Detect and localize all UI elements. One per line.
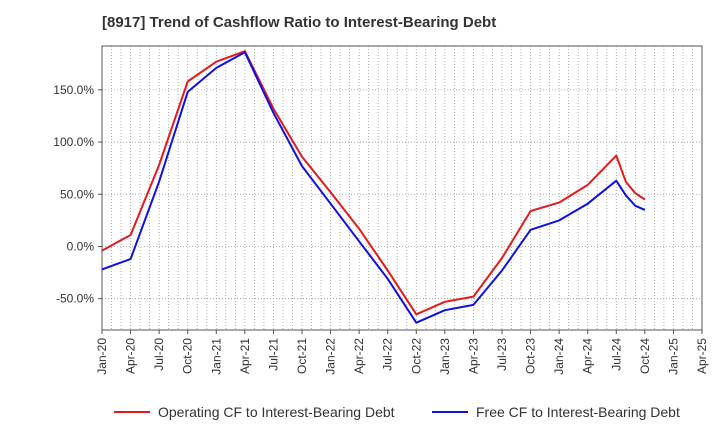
x-tick-label: Oct-22: [409, 338, 423, 374]
series-line-operating-cf: [101, 50, 646, 316]
series-line-free-cf: [101, 51, 646, 324]
x-tick-label: Jul-23: [495, 338, 509, 371]
x-tick-label: Oct-21: [295, 338, 309, 374]
x-tick-label: Apr-25: [695, 338, 709, 374]
x-tick-label: Jan-25: [666, 338, 680, 375]
legend: Operating CF to Interest-Bearing Debt Fr…: [0, 404, 720, 426]
y-tick-label: 100.0%: [53, 135, 94, 149]
legend-swatch-free-cf: [432, 411, 468, 413]
x-tick-label: Jul-24: [609, 338, 623, 371]
x-tick-label: Jul-20: [152, 338, 166, 371]
chart-title: [8917] Trend of Cashflow Ratio to Intere…: [102, 14, 497, 31]
x-tick-label: Jul-22: [381, 338, 395, 371]
x-tick-label: Apr-21: [238, 338, 252, 374]
x-tick-label: Jan-22: [324, 338, 338, 375]
plot-frame: [101, 45, 703, 331]
legend-item-free-cf: Free CF to Interest-Bearing Debt: [432, 404, 680, 420]
y-tick-label: 50.0%: [60, 187, 94, 201]
x-tick-label: Apr-20: [124, 338, 138, 374]
legend-swatch-operating-cf: [114, 411, 150, 413]
x-tick-label: Jan-24: [552, 338, 566, 375]
x-tick-label: Jan-23: [438, 338, 452, 375]
x-tick-label: Jan-21: [209, 338, 223, 375]
x-tick-label: Jan-20: [95, 338, 109, 375]
x-tick-label: Jul-21: [266, 338, 280, 371]
legend-label-operating-cf: Operating CF to Interest-Bearing Debt: [158, 404, 395, 420]
x-tick-label: Apr-22: [352, 338, 366, 374]
y-tick-label: 0.0%: [67, 239, 95, 253]
x-tick-label: Oct-20: [181, 338, 195, 374]
x-tick-label: Oct-23: [524, 338, 538, 374]
legend-label-free-cf: Free CF to Interest-Bearing Debt: [476, 404, 680, 420]
x-tick-label: Oct-24: [638, 338, 652, 374]
y-tick-label: 150.0%: [53, 83, 94, 97]
legend-item-operating-cf: Operating CF to Interest-Bearing Debt: [114, 404, 395, 420]
x-tick-label: Apr-24: [581, 338, 595, 374]
y-tick-label: -50.0%: [56, 292, 94, 306]
x-tick-label: Apr-23: [466, 338, 480, 374]
